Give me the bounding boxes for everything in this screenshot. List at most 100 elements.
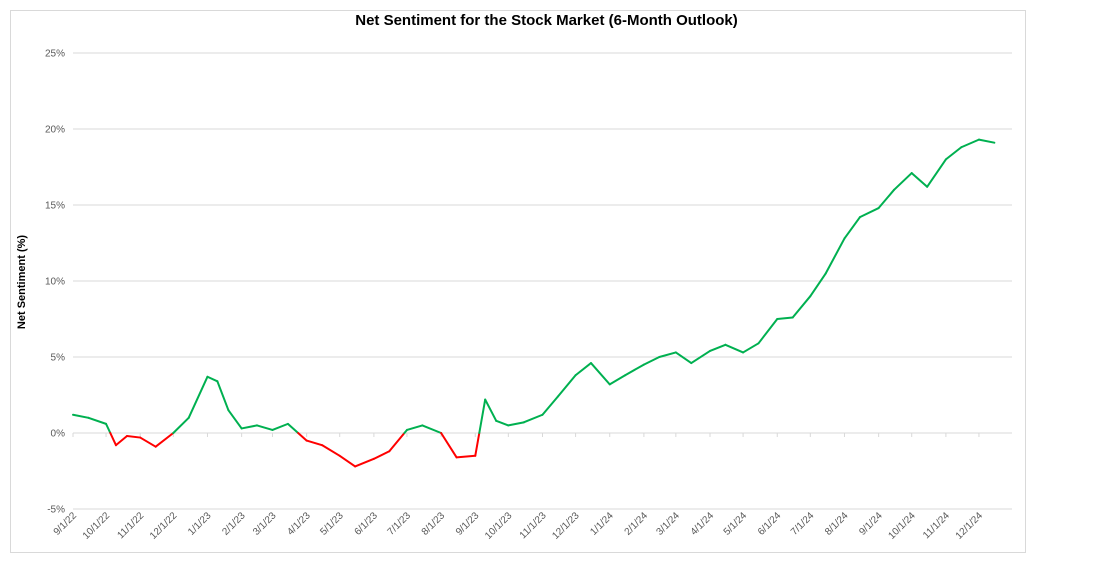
series-segment-positive: [87, 416, 108, 425]
series-segment-positive: [926, 158, 947, 188]
series-segment-positive: [608, 374, 627, 386]
series-lines: [72, 138, 996, 468]
series-segment-negative: [354, 457, 375, 468]
x-tick-label: 11/1/23: [518, 510, 549, 541]
x-tick-label: 10/1/24: [886, 510, 918, 542]
series-segment-positive: [757, 318, 779, 345]
y-tick-label: 5%: [51, 353, 66, 364]
series-segment-positive: [960, 138, 980, 149]
series-segment-negative: [372, 450, 391, 460]
series-segment-positive: [674, 351, 693, 365]
series-segment-positive: [877, 188, 896, 210]
series-segment-positive: [642, 356, 661, 366]
series-segment-positive: [858, 207, 880, 219]
series-segment-negative: [297, 432, 308, 442]
x-tick-label: 11/1/22: [116, 510, 147, 541]
series-segment-positive: [421, 424, 443, 434]
series-segment-positive: [791, 295, 812, 319]
series-segment-negative: [139, 436, 157, 448]
series-segment-positive: [742, 342, 760, 354]
series-segment-positive: [187, 375, 209, 419]
y-tick-label: 15%: [45, 201, 65, 212]
series-segment-positive: [724, 343, 745, 354]
x-tick-label: 12/1/22: [148, 510, 180, 542]
x-tick-label: 4/1/23: [285, 510, 313, 538]
series-segment-negative: [305, 439, 324, 447]
series-segment-positive: [824, 237, 846, 275]
series-segment-positive: [977, 138, 996, 144]
y-tick-label: 0%: [51, 429, 66, 440]
series-segment-positive: [484, 398, 498, 422]
x-tick-label: 1/1/23: [186, 510, 214, 538]
series-segment-positive: [172, 416, 190, 434]
series-segment-positive: [809, 272, 827, 298]
y-tick-label: 10%: [45, 277, 65, 288]
chart-title: Net Sentiment for the Stock Market (6-Mo…: [355, 12, 738, 29]
series-segment-positive: [507, 421, 525, 427]
series-segment-positive: [893, 172, 913, 191]
x-tick-label: 5/1/23: [318, 510, 346, 538]
series-segment-negative: [154, 432, 175, 448]
series-segment-positive: [206, 375, 219, 383]
series-segment-negative: [455, 454, 477, 459]
series-segment-positive: [271, 422, 289, 431]
series-segment-positive: [105, 422, 112, 434]
y-axis-ticks: -5% 0% 5% 10% 15% 20% 25%: [45, 49, 65, 516]
x-tick-label: 8/1/23: [420, 510, 448, 538]
series-segment-negative: [474, 432, 481, 457]
series-segment-negative: [114, 435, 129, 447]
series-segment-negative: [388, 432, 406, 453]
x-tick-label: 9/1/23: [454, 510, 482, 538]
series-segment-negative: [440, 432, 458, 459]
x-tick-label: 8/1/24: [823, 510, 851, 538]
x-tick-label: 7/1/24: [789, 510, 817, 538]
x-tick-label: 11/1/24: [921, 510, 952, 541]
gridlines: [73, 52, 1012, 510]
series-segment-negative: [338, 454, 357, 468]
series-segment-negative: [126, 435, 142, 439]
x-tick-label: 12/1/24: [954, 510, 986, 542]
x-tick-label: 9/1/24: [857, 510, 885, 538]
x-tick-label: 10/1/22: [81, 510, 113, 542]
series-segment-positive: [256, 424, 274, 431]
x-tick-label: 7/1/23: [386, 510, 414, 538]
series-segment-positive: [240, 424, 259, 430]
series-segment-positive: [574, 362, 592, 377]
x-axis-ticks: 9/1/22 10/1/22 11/1/22 12/1/22 1/1/23 2/1/23 3…: [52, 433, 986, 542]
x-tick-label: 6/1/24: [756, 510, 784, 538]
x-tick-label: 1/1/24: [588, 510, 616, 538]
x-tick-label: 2/1/24: [623, 510, 651, 538]
x-tick-label: 3/1/24: [655, 510, 683, 538]
series-segment-positive: [944, 146, 963, 161]
y-tick-label: 20%: [45, 125, 65, 136]
series-segment-positive: [478, 398, 487, 434]
series-segment-positive: [589, 362, 611, 386]
series-segment-positive: [690, 349, 712, 365]
series-segment-negative: [321, 444, 341, 457]
y-tick-label: 25%: [45, 49, 65, 60]
x-tick-label: 6/1/23: [353, 510, 381, 538]
x-tick-label: 4/1/24: [689, 510, 717, 538]
series-segment-positive: [624, 363, 645, 377]
series-segment-positive: [556, 374, 577, 398]
series-segment-negative: [109, 432, 117, 447]
series-segment-positive: [709, 343, 727, 352]
series-segment-positive: [910, 172, 929, 188]
x-tick-label: 10/1/23: [483, 510, 515, 542]
series-segment-positive: [495, 419, 510, 427]
series-segment-positive: [658, 351, 677, 358]
series-segment-positive: [227, 409, 243, 430]
series-segment-positive: [776, 316, 794, 320]
series-segment-positive: [286, 422, 300, 434]
series-segment-positive: [72, 413, 90, 419]
x-tick-label: 5/1/24: [722, 510, 750, 538]
series-segment-positive: [843, 216, 861, 240]
series-segment-positive: [522, 413, 544, 424]
x-tick-label: 3/1/23: [251, 510, 279, 538]
x-tick-label: 12/1/23: [550, 510, 582, 542]
x-tick-label: 2/1/23: [220, 510, 248, 538]
series-segment-positive: [216, 380, 230, 412]
series-segment-positive: [405, 424, 424, 431]
y-tick-label: -5%: [47, 505, 65, 516]
